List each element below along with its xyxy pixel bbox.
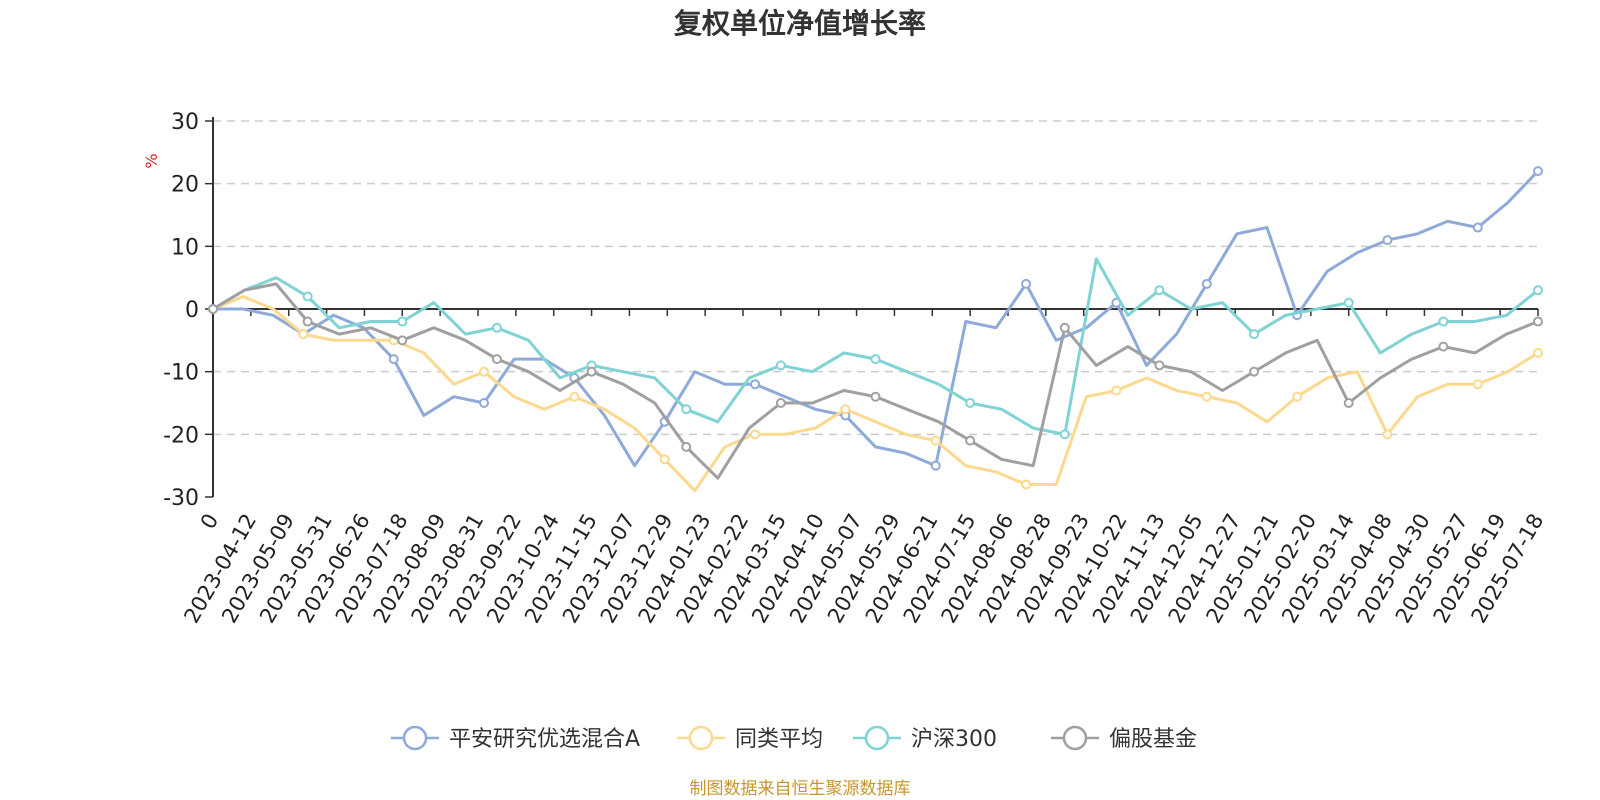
data-point[interactable]	[1382, 429, 1393, 440]
y-tick-labels: 30 20 10 0 -10 -20 -30	[163, 110, 199, 511]
data-point[interactable]	[491, 354, 502, 365]
legend[interactable]: 平安研究优选混合A 同类平均 沪深300 偏股基金	[391, 725, 1197, 752]
data-point[interactable]	[965, 435, 976, 446]
data-point[interactable]	[930, 435, 941, 446]
data-point[interactable]	[1382, 235, 1393, 246]
data-point[interactable]	[930, 460, 941, 471]
data-point[interactable]	[1438, 341, 1449, 352]
series-line[interactable]	[212, 295, 1539, 493]
data-point[interactable]	[681, 441, 692, 452]
y-tick-label: -20	[163, 423, 199, 448]
data-point[interactable]	[1249, 366, 1260, 377]
data-point[interactable]	[479, 398, 490, 408]
data-point[interactable]	[302, 316, 313, 327]
legend-item[interactable]: 偏股基金	[1051, 725, 1197, 752]
y-tick-label: 20	[171, 173, 199, 198]
legend-label: 平安研究优选混合A	[449, 727, 640, 752]
data-point[interactable]	[397, 335, 408, 346]
data-point[interactable]	[750, 379, 761, 390]
data-point[interactable]	[1438, 316, 1449, 327]
data-point[interactable]	[1249, 329, 1260, 340]
legend-swatch-marker	[402, 725, 428, 751]
data-point[interactable]	[775, 398, 786, 408]
data-point[interactable]	[1343, 297, 1354, 308]
data-point[interactable]	[397, 316, 408, 327]
data-point[interactable]	[1533, 166, 1543, 177]
data-point[interactable]	[208, 304, 218, 314]
data-point[interactable]	[1111, 385, 1122, 396]
data-point[interactable]	[659, 454, 670, 465]
data-point[interactable]	[1472, 379, 1483, 390]
data-point[interactable]	[870, 354, 881, 365]
legend-swatch-marker	[688, 725, 714, 751]
y-axis-unit: %	[142, 153, 161, 168]
data-point[interactable]	[775, 360, 786, 371]
data-point[interactable]	[1021, 479, 1032, 490]
y-tick-label: 0	[185, 298, 199, 323]
legend-label: 沪深300	[911, 727, 997, 752]
source-note: 制图数据来自恒生聚源数据库	[690, 779, 911, 799]
data-point[interactable]	[569, 391, 580, 402]
y-tick-label: -10	[163, 361, 199, 386]
series-line[interactable]	[213, 170, 1540, 468]
data-point[interactable]	[1533, 285, 1543, 296]
data-point[interactable]	[1472, 222, 1483, 233]
legend-item[interactable]: 同类平均	[677, 725, 823, 752]
legend-swatch-marker	[864, 725, 890, 751]
data-point[interactable]	[1292, 391, 1303, 402]
x-tick-label: 0	[196, 510, 223, 534]
y-tick-label: -30	[163, 486, 199, 511]
data-point[interactable]	[1059, 322, 1070, 333]
data-point[interactable]	[1533, 347, 1543, 358]
series-line[interactable]	[212, 282, 1539, 480]
legend-item[interactable]: 沪深300	[853, 725, 997, 752]
y-tick-label: 30	[171, 110, 199, 135]
legend-swatch-marker	[1062, 725, 1088, 751]
data-point[interactable]	[1154, 285, 1165, 296]
data-point[interactable]	[1154, 360, 1165, 371]
data-point[interactable]	[586, 366, 597, 377]
data-point[interactable]	[1343, 398, 1354, 408]
x-tick-labels: 02023-04-122023-05-092023-05-312023-06-2…	[179, 509, 1548, 627]
y-tick-label: 10	[171, 235, 199, 260]
data-point[interactable]	[302, 291, 313, 302]
chart-title: 复权单位净值增长率	[674, 7, 926, 40]
legend-item[interactable]: 平安研究优选混合A	[391, 725, 640, 752]
series-lines	[208, 166, 1543, 493]
legend-label: 偏股基金	[1109, 727, 1197, 752]
data-point[interactable]	[1059, 429, 1070, 440]
data-point[interactable]	[870, 391, 881, 402]
data-point[interactable]	[1021, 278, 1032, 289]
data-point[interactable]	[1201, 278, 1212, 289]
data-point[interactable]	[681, 404, 692, 415]
data-point[interactable]	[388, 354, 399, 365]
data-point[interactable]	[750, 429, 761, 440]
legend-label: 同类平均	[735, 727, 823, 752]
data-point[interactable]	[491, 322, 502, 333]
data-point[interactable]	[479, 366, 490, 377]
axes	[212, 117, 1539, 497]
data-point[interactable]	[298, 329, 309, 340]
data-point[interactable]	[1201, 391, 1212, 402]
data-point[interactable]	[1533, 316, 1543, 327]
data-point[interactable]	[965, 398, 976, 408]
data-point[interactable]	[840, 404, 851, 415]
